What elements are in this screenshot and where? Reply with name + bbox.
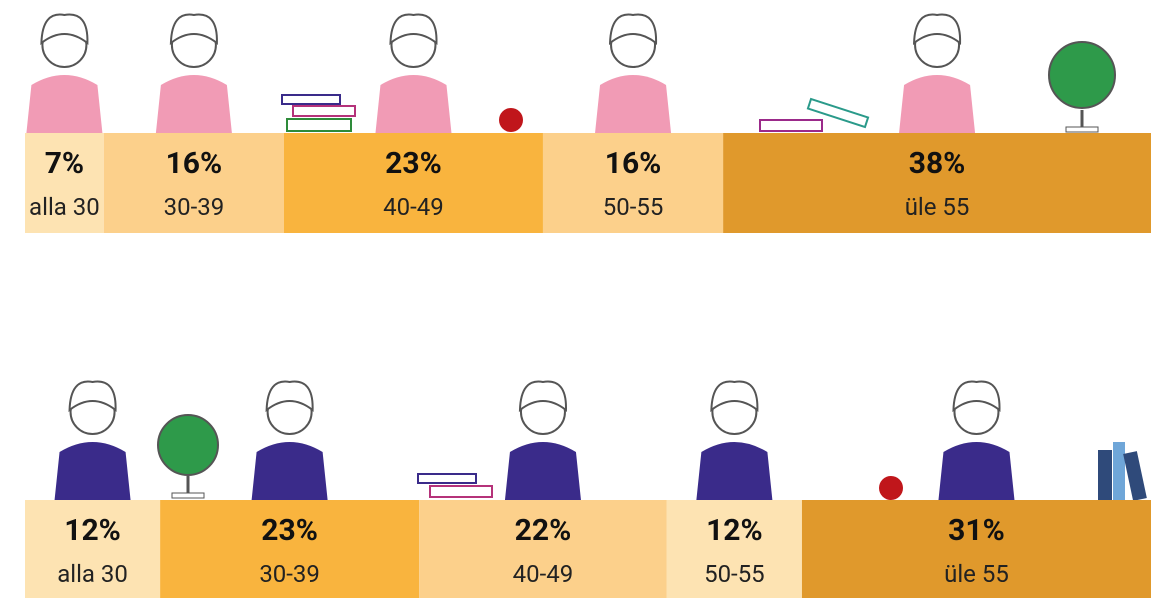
value-label: 23% [261, 513, 318, 548]
person [899, 15, 975, 133]
person [696, 382, 772, 500]
person [505, 382, 581, 500]
person-body [505, 442, 581, 500]
value-label: 22% [515, 513, 572, 548]
value-label: 16% [166, 146, 223, 181]
person [938, 382, 1014, 500]
person [595, 15, 671, 133]
person-body [156, 75, 232, 133]
book [1123, 451, 1147, 501]
category-label: alla 30 [57, 560, 128, 588]
person-body [252, 442, 328, 500]
category-label: alla 30 [29, 193, 100, 221]
infographic: 7% alla 30 16% 30-39 23% 40-49 16% 50-55 38% üle … [0, 0, 1151, 598]
category-label: 50-55 [603, 193, 664, 221]
category-label: 40-49 [383, 193, 444, 221]
globe-stand [1066, 127, 1098, 132]
category-label: 30-39 [164, 193, 225, 221]
person [375, 15, 451, 133]
value-label: 38% [909, 146, 966, 181]
person-body [595, 75, 671, 133]
value-label: 31% [948, 513, 1005, 548]
category-label: üle 55 [944, 560, 1009, 588]
category-label: 50-55 [704, 560, 765, 588]
value-label: 23% [385, 146, 442, 181]
value-label: 16% [605, 146, 662, 181]
apple [879, 476, 903, 500]
person-body [26, 75, 102, 133]
book [282, 95, 340, 104]
category-label: 40-49 [513, 560, 574, 588]
person [26, 15, 102, 133]
book [287, 119, 351, 131]
category-label: üle 55 [905, 193, 970, 221]
book [1098, 450, 1112, 500]
value-label: 7% [45, 146, 84, 181]
person [252, 382, 328, 500]
globe [158, 415, 218, 475]
category-label: 30-39 [259, 560, 320, 588]
person [55, 382, 131, 500]
person-body [55, 442, 131, 500]
book [293, 106, 355, 116]
person-body [696, 442, 772, 500]
person-body [938, 442, 1014, 500]
value-label: 12% [64, 513, 121, 548]
book [430, 486, 492, 497]
globe [1049, 42, 1115, 108]
apple [499, 108, 523, 132]
book [760, 120, 822, 131]
book [418, 474, 476, 483]
person-body [899, 75, 975, 133]
person [156, 15, 232, 133]
person-body [375, 75, 451, 133]
globe-stand [172, 493, 204, 498]
value-label: 12% [706, 513, 763, 548]
book [1113, 442, 1125, 500]
